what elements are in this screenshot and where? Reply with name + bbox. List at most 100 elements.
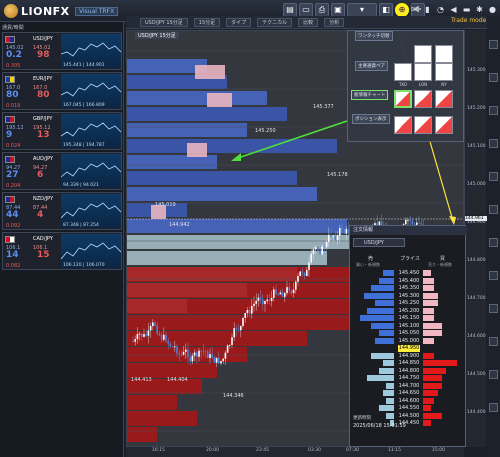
- orderbook-row: 144.500: [350, 412, 467, 420]
- lock-icon[interactable]: [489, 337, 498, 346]
- bid-big[interactable]: 44: [6, 210, 19, 220]
- chart-pair-button[interactable]: USD/JPY 15分足: [140, 17, 188, 27]
- orderbook-quote-button[interactable]: [394, 90, 412, 108]
- zoom-icon[interactable]: [489, 271, 498, 280]
- candle-body: [209, 354, 211, 359]
- sparkline: [60, 154, 122, 188]
- orderbook-ratio-button[interactable]: [414, 90, 432, 108]
- rate-card[interactable]: AUD/JPY 94.27 94.27 27 6 0.204 94.339 | 94.021: [2, 152, 122, 190]
- chat-icon[interactable]: ▬: [462, 5, 471, 14]
- candle-body: [182, 351, 185, 355]
- sell-depth-bar: [378, 330, 394, 336]
- technical-button[interactable]: テクニカル: [257, 17, 293, 27]
- undo-icon[interactable]: [489, 403, 498, 412]
- top-toolbar: ▤ ▭ ⎙ ▣ ▾ ◧ ⊕ ✛: [283, 3, 425, 19]
- ask-big[interactable]: 6: [37, 170, 44, 180]
- pair-select[interactable]: USD/JPY: [353, 238, 405, 247]
- sell-depth-bar: [382, 390, 394, 396]
- orderbook-row: 144.450: [350, 420, 467, 427]
- compare-button[interactable]: 比較: [298, 17, 319, 27]
- speaker-icon[interactable]: ◀: [450, 5, 457, 14]
- buy-depth-bar: [423, 315, 435, 321]
- brand-name: LIONFX: [21, 5, 70, 18]
- type-button[interactable]: タイプ: [226, 17, 252, 27]
- rate-card[interactable]: USD/JPY 145.02 145.02 0.2 98 0.305 145.441 | 1…: [2, 32, 122, 70]
- ask-big[interactable]: 80: [37, 90, 50, 100]
- orderbook-unsettled-button[interactable]: [435, 90, 453, 108]
- envelope-icon[interactable]: ✉: [411, 5, 418, 14]
- toggle-icon[interactable]: ◧: [379, 3, 393, 17]
- ask-big[interactable]: 4: [37, 210, 44, 220]
- trend-icon[interactable]: [489, 106, 498, 115]
- gear-icon[interactable]: ✱: [476, 5, 483, 14]
- timeframe-button[interactable]: 15分足: [193, 17, 221, 27]
- rate-card[interactable]: GBP/JPY 195.12 195.12 9 13 0.024 195.348 | 194…: [2, 112, 122, 150]
- position-display-button[interactable]: ポジション表示: [352, 114, 390, 124]
- candle-body: [330, 234, 332, 237]
- bid-big[interactable]: 80: [6, 90, 19, 100]
- person-icon[interactable]: ●: [489, 5, 496, 14]
- position-unsettled-button[interactable]: [435, 116, 453, 134]
- analysis-button[interactable]: 分析: [324, 17, 345, 27]
- rate-card[interactable]: EUR/JPY 167.0 167.0 80 80 0.019 167.045 | 166.…: [2, 72, 122, 110]
- current-price: 144.950: [398, 345, 420, 352]
- price-annotation: 144.346: [223, 393, 244, 399]
- bid-big[interactable]: 14: [6, 250, 19, 260]
- cursor-icon[interactable]: [489, 40, 498, 49]
- sell-depth-bar: [371, 352, 394, 359]
- one-touch-switch-button[interactable]: ワンタッチ切替: [355, 31, 393, 41]
- candle-body: [220, 361, 222, 364]
- rate-card[interactable]: NZD/JPY 87.44 87.44 44 4 0.092 87.348 | 87.254: [2, 192, 122, 230]
- buy-volume-bar: [127, 123, 247, 137]
- price-annotation: 144.404: [167, 377, 188, 383]
- lonflag-button[interactable]: [414, 63, 432, 81]
- candle-body: [273, 289, 275, 298]
- display-settings-panel: ワンタッチ切替 主要通貨ペア TKO LON NY 板情報チャート ポジション表…: [347, 30, 464, 142]
- trade-mode-label[interactable]: Trade mode: [451, 17, 487, 24]
- bell-icon[interactable]: ◔: [437, 5, 444, 14]
- bid-big[interactable]: 9: [6, 130, 13, 140]
- position-quote-button[interactable]: [394, 116, 412, 134]
- nyflag-button[interactable]: [435, 63, 453, 81]
- main-pairs-button[interactable]: 主要通貨ペア: [355, 61, 388, 71]
- line-icon[interactable]: [489, 73, 498, 82]
- ask-big[interactable]: 15: [37, 250, 50, 260]
- bid-big[interactable]: 27: [6, 170, 19, 180]
- sub-right: 売り・新規数: [428, 262, 452, 267]
- window-icon[interactable]: ▭: [299, 3, 313, 17]
- fib-icon[interactable]: [489, 139, 498, 148]
- settings-toggle-icon[interactable]: ⊕: [395, 3, 409, 17]
- eye-icon[interactable]: [489, 370, 498, 379]
- col-buy: 買: [440, 256, 446, 262]
- change-value: 0.305: [6, 63, 21, 69]
- position-ratio-button[interactable]: [414, 116, 432, 134]
- buy-volume-bar: [127, 187, 317, 201]
- rate-card[interactable]: CAD/JPY 106.1 106.1 14 15 0.082 106.120 | 106.…: [2, 232, 122, 270]
- candle-body: [178, 353, 180, 355]
- eraser-icon[interactable]: [489, 304, 498, 313]
- dropdown-icon[interactable]: ▾: [347, 3, 377, 17]
- grid-layout-button-2[interactable]: [435, 45, 453, 63]
- price-axis: 145.300 145.200 145.100 145.000 144.900 144.8…: [464, 30, 487, 447]
- candle-body: [189, 357, 191, 362]
- save-icon[interactable]: ▣: [331, 3, 345, 17]
- candle-body: [312, 249, 315, 254]
- orderbook-chart-button[interactable]: 板情報チャート: [351, 90, 389, 100]
- candle-body: [248, 310, 251, 314]
- price-level: 145.300: [398, 292, 420, 299]
- text-icon[interactable]: [489, 172, 498, 181]
- orderbook-row: 145.100: [350, 322, 467, 330]
- buy-volume-bar: [127, 219, 347, 233]
- chart-add-icon[interactable]: ▤: [283, 3, 297, 17]
- bid-big[interactable]: 0.2: [6, 50, 22, 60]
- tkoflag-button[interactable]: [394, 63, 412, 81]
- sell-depth-bar: [375, 300, 394, 306]
- bid-small: 94.27: [6, 165, 21, 171]
- lock-icon[interactable]: ▮: [425, 5, 430, 14]
- arrow-icon[interactable]: [489, 238, 498, 247]
- rect-icon[interactable]: [489, 205, 498, 214]
- print-icon[interactable]: ⎙: [315, 3, 329, 17]
- ask-big[interactable]: 13: [37, 130, 50, 140]
- grid-layout-button-1[interactable]: [414, 45, 432, 63]
- ask-big[interactable]: 98: [37, 50, 50, 60]
